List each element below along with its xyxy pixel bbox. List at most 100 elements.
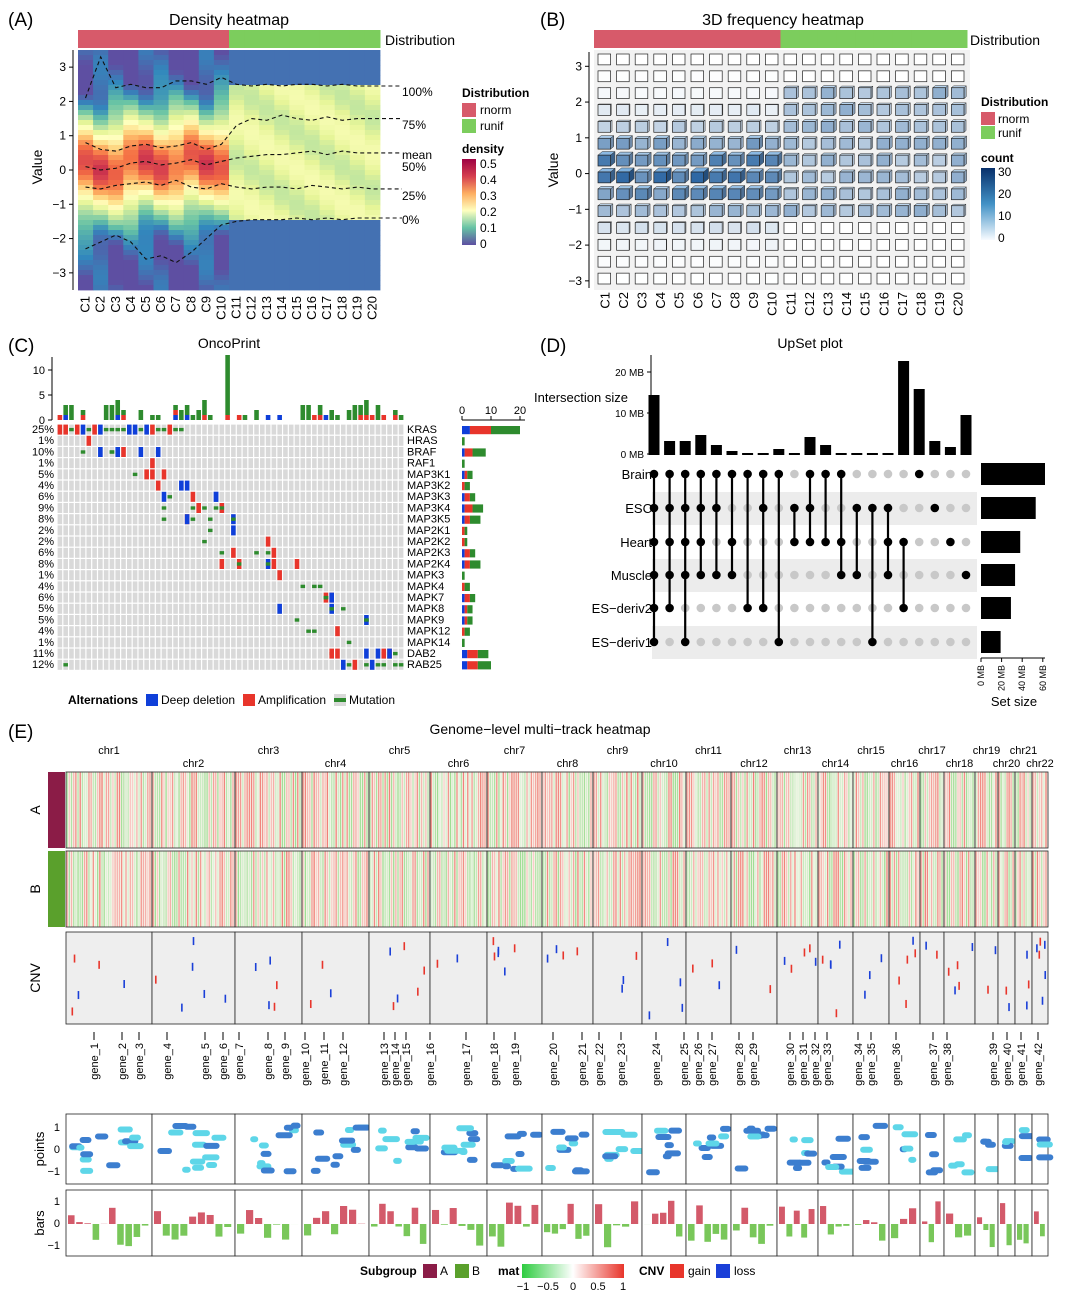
density-cell: [334, 80, 351, 86]
gene-label-RAF1: RAF1: [407, 458, 435, 470]
density-cell: [123, 145, 139, 151]
oncoprint-cell: [144, 570, 149, 581]
density-cell: [138, 165, 154, 171]
density-cell: [364, 210, 381, 216]
b-annotation-cell-C10: [761, 30, 781, 48]
oncoprint-cell: [109, 648, 115, 659]
density-cell: [229, 60, 245, 66]
frequency-cell: [746, 154, 760, 167]
density-cell: [78, 130, 94, 136]
oncoprint-cell: [115, 603, 121, 614]
heat-stripe: [857, 851, 860, 927]
frequency-cell: [709, 188, 723, 201]
point-mark: [460, 1141, 476, 1148]
density-cell: [304, 120, 320, 126]
point-mark: [338, 1137, 356, 1144]
density-cell: [274, 170, 290, 176]
oncoprint-cell: [300, 424, 306, 435]
frequency-cell: [709, 171, 723, 184]
oncoprint-cell: [248, 491, 254, 502]
density-cell: [78, 80, 94, 86]
heat-stripe: [593, 772, 595, 848]
oncoprint-cell: [132, 525, 138, 536]
heat-stripe: [546, 851, 549, 927]
frequency-cell: [653, 104, 667, 116]
oncoprint-cell: [80, 491, 86, 502]
heat-stripe: [767, 851, 770, 927]
density-cell: [364, 260, 381, 266]
heat-stripe: [204, 772, 206, 848]
heat-stripe: [423, 772, 425, 848]
gene-label-MAPK9: MAPK9: [407, 614, 444, 626]
oncoprint-cell: [190, 626, 196, 637]
heat-stripe: [794, 851, 796, 927]
oncoprint-cell: [288, 480, 294, 491]
quantile-line-mean: [85, 150, 402, 171]
heat-stripe: [1012, 772, 1014, 848]
oncoprint-cell: [393, 536, 398, 547]
heat-stripe: [1038, 772, 1041, 848]
heat-stripe: [257, 851, 259, 927]
density-tick: 0.3: [480, 189, 497, 203]
heat-stripe: [331, 772, 333, 848]
density-cell: [78, 155, 94, 161]
density-cell: [289, 70, 305, 76]
heat-stripe: [752, 772, 755, 848]
oncoprint-cell: [312, 603, 317, 614]
density-cell: [78, 160, 94, 166]
frequency-cell: [765, 70, 779, 83]
heat-stripe: [337, 851, 340, 927]
heat-stripe: [846, 772, 848, 848]
cnv-mark: [562, 951, 565, 960]
amplification-mark: [294, 559, 300, 569]
frequency-cell: [951, 70, 965, 83]
heat-stripe: [577, 851, 579, 927]
oncoprint-cell: [86, 570, 92, 581]
oncoprint-cell: [155, 547, 161, 558]
gene-label-gene_8: gene_8: [263, 1043, 275, 1080]
density-cell: [153, 205, 169, 211]
density-cell: [93, 145, 109, 151]
oncoprint-cell: [254, 615, 259, 625]
density-cell: [198, 250, 215, 256]
oncoprint-cell: [231, 592, 236, 603]
point-mark: [668, 1127, 683, 1134]
gene-percentage: 1%: [38, 637, 54, 649]
density-cell: [244, 175, 260, 181]
heat-stripe: [1041, 851, 1043, 927]
cnv-mark: [914, 949, 917, 958]
oncoprint-cell: [265, 648, 271, 659]
point-mark: [564, 1135, 579, 1142]
oncoprint-cell: [369, 581, 375, 592]
heat-stripe: [441, 772, 443, 848]
intersection-bar: [898, 361, 910, 455]
oncoprint-cell: [69, 626, 74, 637]
oncoprint-cell: [375, 592, 381, 603]
heat-stripe: [864, 851, 866, 927]
oncoprint-cell: [387, 458, 392, 469]
oncoprint-cell: [184, 458, 190, 469]
oncoprint-cell: [323, 547, 329, 558]
oncoprint-cell: [219, 570, 225, 581]
density-cell: [213, 190, 230, 196]
frequency-cell: [895, 53, 909, 66]
heat-stripe: [642, 851, 644, 927]
heat-stripe: [116, 772, 118, 848]
density-cell: [304, 210, 320, 216]
heat-stripe: [719, 772, 721, 848]
heat-stripe: [326, 772, 329, 848]
heat-stripe: [473, 851, 475, 927]
point-mark: [290, 1122, 301, 1129]
density-cell: [108, 65, 124, 71]
oncoprint-cell: [312, 536, 317, 547]
oncoprint-cell: [358, 615, 363, 625]
heat-stripe: [248, 851, 251, 927]
frequency-cell: [913, 255, 928, 268]
heat-stripe: [373, 772, 376, 848]
density-cell: [334, 160, 351, 166]
density-cell: [198, 200, 215, 206]
panel-a-annotation-bar: [78, 30, 381, 48]
oncoprint-cell: [346, 435, 352, 446]
cnv-mark: [77, 991, 80, 1000]
oncoprint-cell: [196, 447, 201, 457]
